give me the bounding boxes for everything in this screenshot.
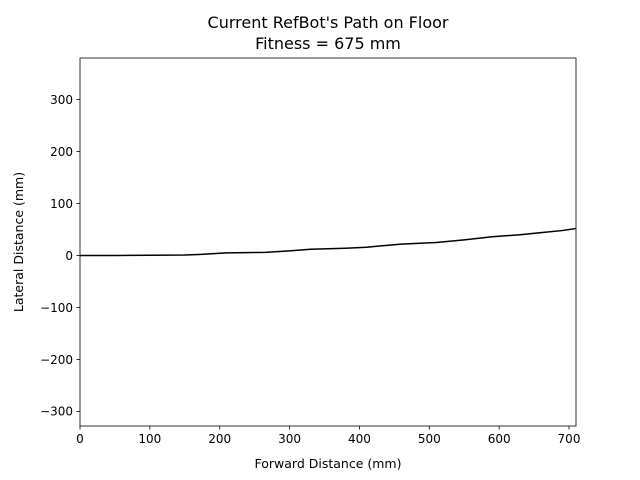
x-tick-label: 100 <box>138 432 161 446</box>
y-tick-label: −100 <box>40 301 73 315</box>
y-tick-label: −200 <box>40 353 73 367</box>
y-axis-label: Lateral Distance (mm) <box>11 172 26 312</box>
plot-frame <box>79 57 577 427</box>
x-tick-label: 700 <box>558 432 581 446</box>
x-tick-label: 600 <box>488 432 511 446</box>
y-tick-label: 100 <box>50 197 73 211</box>
y-tick-label: −300 <box>40 405 73 419</box>
y-tick-label: 0 <box>65 249 73 263</box>
chart-title: Current RefBot's Path on Floor <box>208 13 449 32</box>
x-tick-label: 500 <box>418 432 441 446</box>
y-tick-label: 300 <box>50 93 73 107</box>
chart-subtitle: Fitness = 675 mm <box>255 34 401 53</box>
x-tick-label: 200 <box>208 432 231 446</box>
plot-area: 0 100 200 300 400 500 600 700 −300 −200 −100 0 100 20… <box>40 57 581 446</box>
y-tick-label: 200 <box>50 145 73 159</box>
x-tick-label: 0 <box>76 432 84 446</box>
series-line-0 <box>80 227 577 257</box>
x-tick-label: 300 <box>278 432 301 446</box>
x-tick-label: 400 <box>348 432 371 446</box>
x-axis-label: Forward Distance (mm) <box>255 456 402 471</box>
